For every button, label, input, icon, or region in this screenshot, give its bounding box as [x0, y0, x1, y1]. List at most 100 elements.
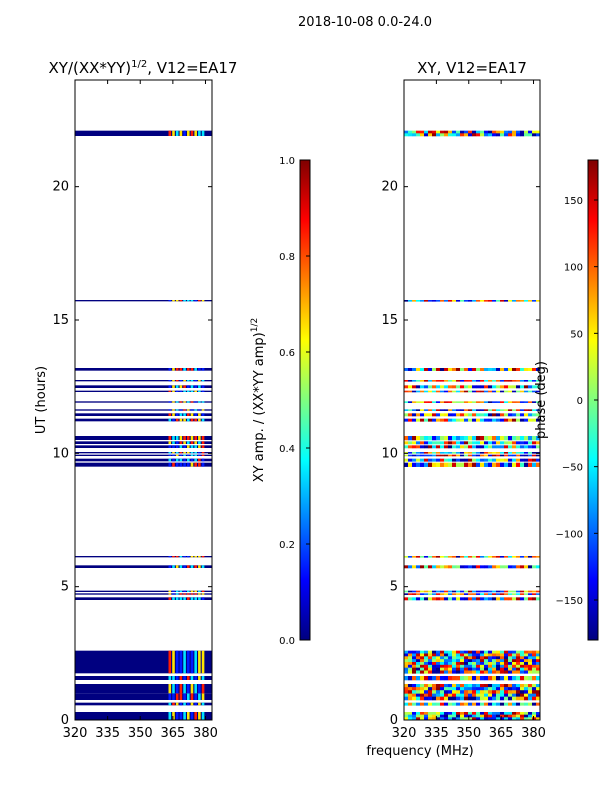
amp-band-cell: [175, 454, 179, 456]
phase-band-cell: [532, 130, 537, 134]
phase-band-cell: [468, 702, 473, 706]
phase-band-cell: [532, 458, 537, 462]
phase-band-cell: [448, 556, 453, 558]
phase-band-cell: [420, 454, 425, 457]
phase-band-cell: [472, 130, 477, 134]
phase-band-cell: [412, 717, 417, 721]
phase-band-cell: [492, 670, 497, 674]
phase-band-cell: [480, 413, 485, 417]
phase-band-cell: [512, 653, 517, 657]
phase-band-cell: [528, 712, 533, 715]
phase-band-cell: [424, 687, 429, 691]
colorbar-tick-label: 0: [577, 396, 583, 407]
phase-band-cell: [416, 418, 421, 422]
phase-band-cell: [456, 418, 461, 422]
phase-band-cell: [428, 445, 433, 449]
phase-band-cell: [488, 380, 493, 382]
amp-band-cell: [198, 593, 201, 595]
phase-band-cell: [476, 667, 481, 671]
phase-band-cell: [484, 413, 489, 417]
phase-band-cell: [404, 380, 409, 382]
phase-band-cell: [488, 684, 493, 688]
amp-band-cell: [194, 300, 197, 302]
phase-band-cell: [528, 462, 533, 467]
phase-band-cell: [452, 390, 457, 393]
phase-band-cell: [468, 409, 473, 411]
phase-band-cell: [528, 659, 533, 663]
phase-band-cell: [488, 662, 493, 666]
phase-band-cell: [424, 445, 429, 449]
phase-band-cell: [484, 684, 489, 688]
phase-band-cell: [536, 590, 541, 593]
phase-band-cell: [472, 409, 477, 411]
phase-band-cell: [500, 712, 505, 715]
amp-band-cell: [175, 380, 179, 382]
phase-band-cell: [456, 401, 461, 403]
phase-band-cell: [416, 662, 421, 666]
phase-band-cell: [440, 401, 445, 403]
phase-band-cell: [528, 656, 533, 660]
amp-band-cell: [201, 300, 205, 302]
phase-band-cell: [520, 368, 525, 371]
phase-band-cell: [536, 690, 541, 694]
phase-band-cell: [448, 401, 453, 403]
phase-band-cell: [476, 693, 481, 697]
phase-band-cell: [424, 462, 429, 467]
phase-band-cell: [492, 556, 497, 558]
phase-band-cell: [468, 413, 473, 417]
phase-band-cell: [504, 385, 509, 389]
phase-band-cell: [416, 413, 421, 417]
phase-band-cell: [444, 458, 449, 462]
phase-band-cell: [436, 717, 441, 721]
phase-band-cell: [508, 676, 513, 681]
phase-band-cell: [492, 676, 497, 681]
phase-band-cell: [468, 385, 473, 389]
phase-band-cell: [516, 656, 521, 660]
phase-band-cell: [428, 454, 433, 457]
amp-band-cell: [168, 452, 172, 454]
phase-band-cell: [536, 696, 541, 701]
amp-band-cell: [194, 693, 197, 700]
phase-band-cell: [468, 380, 473, 382]
phase-band-cell: [416, 593, 421, 595]
phase-band-cell: [460, 590, 465, 593]
phase-band-cell: [424, 300, 429, 302]
phase-band-cell: [464, 693, 469, 697]
phase-band-cell: [524, 687, 529, 691]
phase-band-cell: [444, 441, 449, 445]
phase-band-cell: [432, 662, 437, 666]
amp-band-cell: [175, 712, 179, 720]
phase-band-cell: [480, 696, 485, 701]
phase-band-cell: [512, 436, 517, 441]
phase-band-cell: [484, 687, 489, 691]
phase-band-cell: [472, 401, 477, 403]
phase-band-cell: [504, 390, 509, 393]
amplitude-colorbar: 0.00.20.40.60.81.0 XY amp. / (XX*YY amp)…: [250, 156, 311, 647]
phase-band-cell: [436, 650, 441, 654]
phase-band-cell: [472, 597, 477, 601]
phase-band-cell: [420, 452, 425, 454]
phase-band-cell: [436, 653, 441, 657]
phase-band-cell: [464, 702, 469, 706]
phase-band-cell: [492, 441, 497, 445]
phase-band-cell: [420, 445, 425, 449]
phase-band-cell: [496, 133, 501, 137]
phase-band-cell: [404, 693, 409, 697]
phase-band-cell: [432, 133, 437, 137]
phase-band-cell: [448, 597, 453, 601]
amp-band-cell: [179, 130, 183, 136]
phase-band-cell: [480, 667, 485, 671]
phase-band-cell: [408, 133, 413, 137]
panel2-x-ticks: 320 335 350 365 380: [392, 80, 546, 741]
phase-band-cell: [492, 380, 497, 382]
phase-band-cell: [480, 693, 485, 697]
phase-band-cell: [524, 684, 529, 688]
amp-band-cell: [190, 385, 194, 388]
amp-band-cell: [172, 593, 175, 595]
phase-band-cell: [448, 653, 453, 657]
phase-band-cell: [476, 662, 481, 666]
amp-band-cell: [194, 593, 197, 595]
phase-band-cell: [480, 659, 485, 663]
amp-band-cell: [172, 702, 175, 706]
